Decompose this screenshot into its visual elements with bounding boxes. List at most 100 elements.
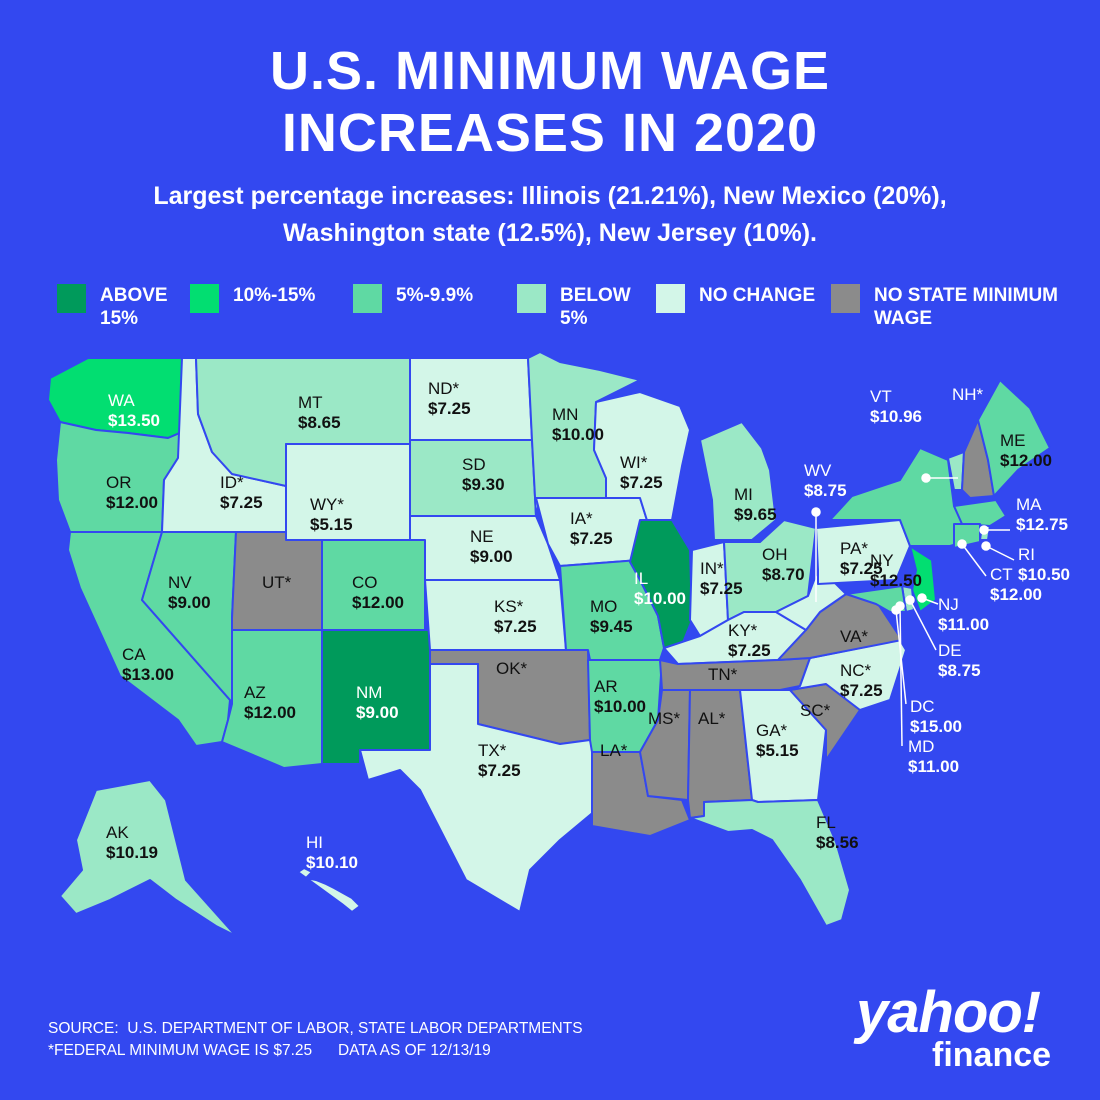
state-wage-co: $12.00 [352,593,404,612]
state-wage-tx: $7.25 [478,761,521,780]
leader-dot-wv [811,507,821,517]
legend-swatch [190,284,219,313]
state-abbr-il: IL [634,569,648,588]
state-abbr-or: OR [106,473,132,492]
state-abbr-nc: NC* [840,661,872,680]
state-wage-ak: $10.19 [106,843,158,862]
page-title: U.S. MINIMUM WAGE INCREASES IN 2020 [0,40,1100,164]
state-mi [699,421,777,541]
state-wage-nc: $7.25 [840,681,883,700]
state-wage-de: $8.75 [938,661,981,680]
state-fl [689,799,851,927]
state-wage-ny: $12.50 [870,571,922,590]
state-abbr-ak: AK [106,823,129,842]
legend-item-below-5: BELOW 5% [517,284,640,330]
legend-label: 10%-15% [233,285,316,306]
state-abbr-ar: AR [594,677,618,696]
state-abbr-nd: ND* [428,379,460,398]
state-wage-nv: $9.00 [168,593,211,612]
leader-dot-ct [957,539,967,549]
state-abbr-ms: MS* [648,709,681,728]
leader-dot-nj [917,593,927,603]
state-abbr-ca: CA [122,645,146,664]
state-abbr-nh: NH* [952,385,984,404]
source-line-2: *FEDERAL MINIMUM WAGE IS $7.25 DATA AS O… [48,1042,491,1059]
state-wage-ia: $7.25 [570,529,613,548]
state-abbr-sd: SD [462,455,486,474]
state-abbr-nv: NV [168,573,192,592]
leader-line-ri [985,545,1015,561]
state-wage-ca: $13.00 [122,665,174,684]
state-wage-ne: $9.00 [470,547,513,566]
source-note: SOURCE: U.S. DEPARTMENT OF LABOR, STATE … [48,1018,583,1062]
state-wage-ks: $7.25 [494,617,537,636]
state-abbr-al: AL* [698,709,726,728]
state-abbr-la: LA* [600,741,628,760]
state-wage-mn: $10.00 [552,425,604,444]
subtitle-line-1: Largest percentage increases: Illinois (… [153,182,947,210]
title-line-1: U.S. MINIMUM WAGE [270,41,830,101]
state-abbr-dc: DC [910,697,935,716]
leader-line-ct [961,543,987,577]
legend-label: ABOVE 15% [100,285,168,329]
state-abbr-hi: HI [306,833,323,852]
state-wage-fl: $8.56 [816,833,859,852]
leader-line-de [909,599,937,651]
legend-swatch [57,284,86,313]
yahoo-finance-logo: yahoo! finance [856,980,1056,1074]
logo-sub: finance [932,1036,1052,1074]
state-abbr-nm: NM [356,683,382,702]
state-wage-ky: $7.25 [728,641,771,660]
legend-swatch [831,284,860,313]
state-abbr-tn: TN* [708,665,738,684]
state-wage-wv: $8.75 [804,481,847,500]
leader-dot-de [905,595,915,605]
legend-label: NO STATE MINIMUM WAGE [874,285,1058,329]
logo-main: yahoo! [856,980,1041,1045]
state-wage-az: $12.00 [244,703,296,722]
legend-label: BELOW 5% [560,285,631,329]
state-abbr-ks: KS* [494,597,524,616]
state-abbr-md: MD [908,737,934,756]
state-wage-ct: $12.00 [990,585,1042,604]
state-wage-wi: $7.25 [620,473,663,492]
leader-dot-md [895,601,905,611]
state-abbr-ct: CT [990,565,1013,584]
state-ak [59,779,237,937]
state-abbr-in: IN* [700,559,724,578]
state-wage-nd: $7.25 [428,399,471,418]
state-wage-wa: $13.50 [108,411,160,430]
state-abbr-co: CO [352,573,378,592]
state-abbr-ok: OK* [496,659,528,678]
state-nj [909,545,937,613]
legend-label: 5%-9.9% [396,285,474,306]
state-wage-ar: $10.00 [594,697,646,716]
state-abbr-ky: KY* [728,621,758,640]
legend-item-10-15: 10%-15% [190,284,353,313]
state-wage-nm: $9.00 [356,703,399,722]
state-abbr-va: VA* [840,627,868,646]
state-abbr-de: DE [938,641,962,660]
subtitle-line-2: Washington state (12.5%), New Jersey (10… [283,219,817,247]
state-abbr-mt: MT [298,393,323,412]
source-line-1: SOURCE: U.S. DEPARTMENT OF LABOR, STATE … [48,1020,583,1037]
state-wage-dc: $15.00 [910,717,962,736]
state-wage-ma: $12.75 [1016,515,1068,534]
state-abbr-vt: VT [870,387,892,406]
state-abbr-wv: WV [804,461,832,480]
state-abbr-mn: MN [552,405,578,424]
state-wage-md: $11.00 [908,757,959,776]
state-wage-il: $10.00 [634,589,686,608]
state-abbr-fl: FL [816,813,836,832]
state-wage-pa: $7.25 [840,559,883,578]
state-abbr-ma: MA [1016,495,1042,514]
state-abbr-ut: UT* [262,573,292,592]
legend-swatch [353,284,382,313]
state-wage-hi: $10.10 [306,853,358,872]
state-abbr-ny: NY [870,551,894,570]
state-abbr-nj: NJ [938,595,959,614]
state-abbr-mo: MO [590,597,617,616]
state-ma [953,499,1007,527]
legend-item-no-change: NO CHANGE [656,284,839,313]
legend-item-5-9: 5%-9.9% [353,284,516,313]
